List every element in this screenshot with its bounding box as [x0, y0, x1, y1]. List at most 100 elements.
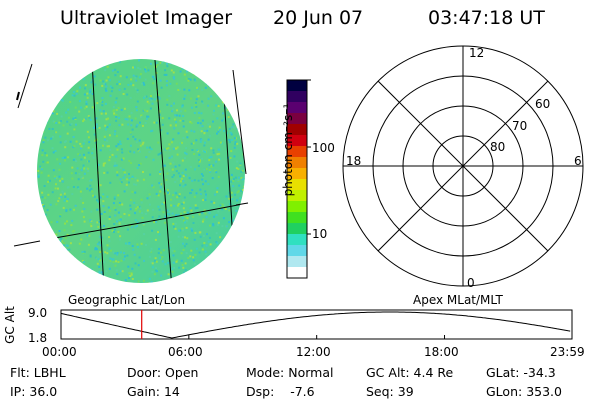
speckle-pixel: [101, 100, 104, 103]
speckle-pixel: [84, 107, 86, 110]
speckle-pixel: [115, 269, 118, 272]
speckle-pixel: [233, 67, 236, 69]
speckle-pixel: [159, 129, 162, 132]
speckle-pixel: [53, 97, 56, 100]
instrument-title: Ultraviolet Imager: [60, 7, 233, 29]
speckle-pixel: [97, 275, 100, 278]
speckle-pixel: [223, 117, 226, 120]
speckle-pixel: [234, 143, 236, 146]
speckle-pixel: [221, 282, 224, 283]
speckle-pixel: [140, 242, 143, 245]
speckle-pixel: [219, 262, 222, 265]
speckle-pixel: [172, 254, 175, 257]
speckle-pixel: [101, 60, 104, 63]
speckle-pixel: [184, 174, 187, 177]
speckle-pixel: [129, 224, 132, 227]
speckle-pixel: [176, 109, 178, 112]
speckle-pixel: [80, 106, 83, 109]
speckle-pixel: [46, 209, 49, 212]
speckle-pixel: [62, 241, 65, 244]
speckle-pixel: [104, 251, 107, 254]
speckle-pixel: [184, 168, 187, 171]
speckle-pixel: [214, 69, 217, 72]
speckle-pixel: [56, 249, 58, 252]
speckle-pixel: [233, 137, 236, 140]
speckle-pixel: [119, 143, 122, 145]
speckle-pixel: [182, 185, 185, 188]
speckle-pixel: [43, 205, 45, 208]
speckle-pixel: [142, 178, 145, 181]
speckle-pixel: [242, 83, 245, 86]
colorbar-band: [287, 80, 307, 92]
speckle-pixel: [120, 259, 123, 262]
speckle-pixel: [238, 184, 241, 187]
speckle-pixel: [98, 259, 101, 262]
speckle-pixel: [61, 180, 64, 183]
speckle-pixel: [224, 208, 227, 210]
speckle-pixel: [157, 231, 159, 234]
speckle-pixel: [37, 272, 40, 275]
speckle-pixel: [164, 69, 167, 72]
speckle-pixel: [222, 112, 224, 115]
speckle-pixel: [108, 218, 111, 221]
speckle-pixel: [177, 203, 180, 205]
speckle-pixel: [220, 72, 223, 75]
speckle-pixel: [207, 104, 210, 107]
speckle-pixel: [118, 222, 121, 225]
speckle-pixel: [112, 251, 115, 254]
speckle-pixel: [61, 177, 64, 180]
speckle-pixel: [121, 270, 124, 273]
speckle-pixel: [221, 251, 224, 254]
speckle-pixel: [122, 171, 125, 174]
speckle-pixel: [165, 84, 168, 87]
speckle-pixel: [244, 230, 245, 232]
speckle-pixel: [134, 117, 137, 120]
speckle-pixel: [82, 142, 85, 145]
speckle-pixel: [75, 267, 78, 270]
speckle-pixel: [46, 80, 48, 83]
speckle-pixel: [72, 91, 75, 94]
speckle-pixel: [146, 197, 149, 200]
speckle-pixel: [123, 107, 126, 110]
speckle-pixel: [41, 92, 44, 95]
speckle-pixel: [178, 266, 181, 269]
speckle-pixel: [223, 88, 226, 91]
speckle-pixel: [243, 249, 245, 252]
speckle-pixel: [51, 112, 54, 115]
speckle-pixel: [231, 233, 234, 236]
speckle-pixel: [98, 221, 101, 223]
speckle-pixel: [186, 271, 188, 274]
speckle-pixel: [69, 123, 72, 126]
speckle-pixel: [190, 129, 193, 132]
speckle-pixel: [208, 134, 211, 137]
speckle-pixel: [61, 240, 63, 243]
colorbar-band: [287, 256, 307, 268]
speckle-pixel: [68, 248, 71, 251]
speckle-pixel: [225, 243, 228, 246]
speckle-pixel: [60, 265, 63, 268]
speckle-pixel: [184, 221, 186, 224]
speckle-pixel: [90, 268, 93, 271]
speckle-pixel: [205, 216, 208, 218]
status-label: Mode:: [246, 365, 285, 380]
speckle-pixel: [207, 79, 209, 82]
speckle-pixel: [162, 189, 165, 192]
speckle-pixel: [106, 171, 109, 174]
speckle-pixel: [182, 199, 185, 202]
speckle-pixel: [126, 93, 129, 96]
speckle-pixel: [168, 236, 170, 239]
speckle-pixel: [218, 248, 221, 251]
speckle-pixel: [199, 68, 202, 71]
speckle-pixel: [203, 267, 205, 270]
speckle-pixel: [204, 141, 206, 144]
speckle-pixel: [132, 248, 135, 251]
speckle-pixel: [49, 59, 52, 62]
speckle-pixel: [235, 209, 238, 212]
speckle-pixel: [59, 215, 62, 218]
speckle-pixel: [109, 257, 112, 260]
speckle-pixel: [76, 167, 79, 170]
speckle-pixel: [200, 71, 203, 74]
speckle-pixel: [230, 150, 233, 153]
speckle-pixel: [191, 272, 194, 275]
speckle-pixel: [182, 229, 184, 232]
